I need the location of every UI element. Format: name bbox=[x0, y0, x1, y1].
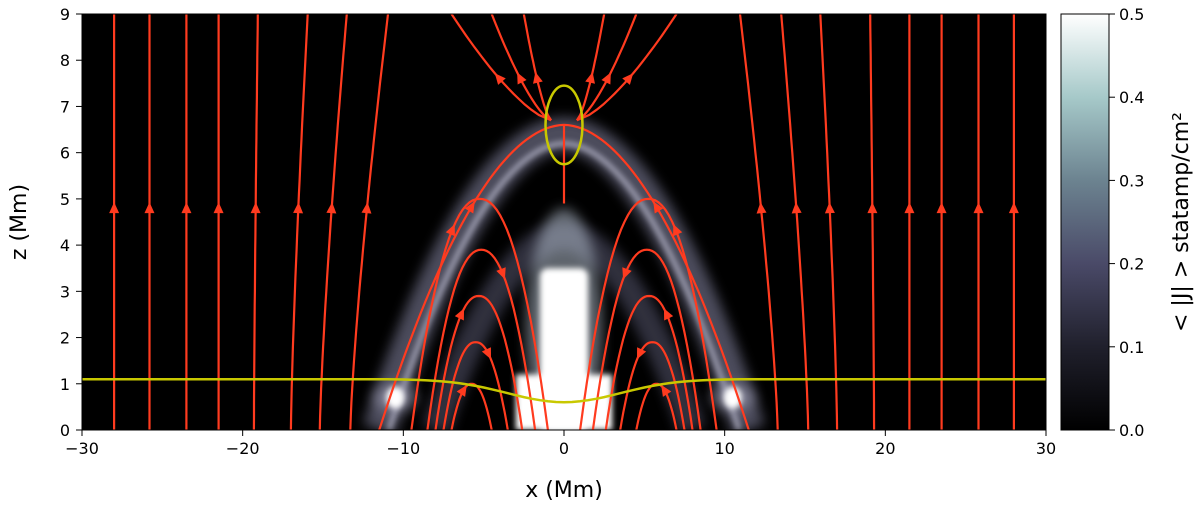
outer-field-line-10 bbox=[819, 14, 839, 430]
upper-field-line-2-r bbox=[576, 14, 678, 122]
separatrix-right-arrow bbox=[653, 201, 664, 214]
outer-field-line-1-arrow bbox=[144, 202, 155, 214]
upper-field-line-0-l-arrow bbox=[533, 71, 543, 84]
yellow-contour-line bbox=[82, 377, 1046, 404]
outer-field-line-6-arrow bbox=[326, 202, 337, 214]
outer-field-line-7-arrow bbox=[361, 202, 372, 214]
upper-field-line-0-l bbox=[522, 14, 553, 121]
axes: −30 −20 −10 0 10 20 30 0 1 2 3 4 5 6 7 8 9 bbox=[60, 5, 1056, 458]
closed-loop-3-left bbox=[434, 294, 524, 430]
outer-field-line-6 bbox=[318, 14, 348, 430]
y-tick-label: 3 bbox=[60, 282, 70, 301]
current-density-map bbox=[363, 117, 765, 430]
outer-field-line-11-arrow bbox=[867, 202, 878, 214]
closed-loop-2-right-arrow bbox=[622, 267, 632, 280]
y-tick-label: 8 bbox=[60, 51, 70, 70]
upper-field-line-1-r bbox=[576, 14, 638, 122]
colorbar-tick-label: 0.4 bbox=[1119, 88, 1144, 107]
closed-loop-4-right-arrow bbox=[636, 347, 647, 360]
closed-loop-5-left-arrow bbox=[456, 384, 467, 397]
closed-loop-4-left-arrow bbox=[481, 347, 492, 360]
closed-loop-1-left bbox=[410, 197, 549, 430]
closed-loop-4-left bbox=[442, 341, 509, 430]
colorbar-tick-label: 0.3 bbox=[1119, 171, 1144, 190]
outer-field-line-14-arrow bbox=[973, 202, 984, 214]
colorbar-ticks: 0.0 0.1 0.2 0.3 0.4 0.5 bbox=[1109, 5, 1144, 440]
closed-loop-1-right bbox=[579, 197, 718, 430]
y-tick-label: 7 bbox=[60, 97, 70, 116]
upper-field-line-2-r-arrow bbox=[622, 73, 634, 85]
outer-field-line-0-arrow bbox=[109, 202, 120, 214]
outer-field-line-5 bbox=[289, 14, 309, 430]
outer-field-line-15-arrow bbox=[1008, 202, 1019, 214]
colorbar-tick-label: 0.0 bbox=[1119, 421, 1144, 440]
outer-field-line-4-arrow bbox=[250, 202, 261, 214]
upper-field-line-2-l-arrow bbox=[494, 73, 506, 85]
outer-field-line-7 bbox=[349, 14, 390, 430]
outer-field-line-5-arrow bbox=[293, 202, 304, 214]
y-tick-label: 4 bbox=[60, 236, 70, 255]
upper-field-line-0-r bbox=[575, 14, 606, 121]
upper-field-line-1-l-arrow bbox=[517, 72, 527, 85]
outer-field-line-3-arrow bbox=[213, 202, 224, 214]
outer-field-line-9-arrow bbox=[791, 202, 802, 214]
closed-loop-3-left-arrow bbox=[454, 308, 465, 321]
overlay bbox=[82, 84, 1046, 404]
upper-field-line-2-l bbox=[450, 14, 552, 122]
y-tick-label: 0 bbox=[60, 421, 70, 440]
colorbar-tick-label: 0.5 bbox=[1119, 5, 1144, 24]
colorbar-tick-label: 0.1 bbox=[1119, 338, 1144, 357]
closed-loop-1-right-arrow bbox=[673, 224, 683, 237]
x-tick-label: 20 bbox=[875, 439, 895, 458]
y-tick-label: 9 bbox=[60, 5, 70, 24]
outer-field-line-8-arrow bbox=[756, 202, 767, 214]
outer-field-line-2-arrow bbox=[181, 202, 192, 214]
closed-loop-5-right bbox=[635, 382, 678, 430]
closed-loop-3-right-arrow bbox=[663, 308, 674, 321]
closed-loop-2-left bbox=[426, 248, 537, 430]
y-tick-label: 5 bbox=[60, 190, 70, 209]
outer-field-line-10-arrow bbox=[824, 202, 835, 214]
closed-loop-5-right-arrow bbox=[661, 384, 672, 397]
field-lines bbox=[109, 14, 1019, 430]
x-tick-label: −20 bbox=[226, 439, 260, 458]
y-axis-label: z (Mm) bbox=[7, 184, 32, 260]
outer-field-line-8 bbox=[738, 14, 779, 430]
closed-loop-1-left-arrow bbox=[445, 224, 455, 237]
y-tick-label: 1 bbox=[60, 375, 70, 394]
outer-field-line-11 bbox=[869, 14, 876, 430]
outer-field-line-4 bbox=[252, 14, 259, 430]
colorbar-label: < |J| > statamp/cm² bbox=[1169, 112, 1194, 332]
upper-field-line-1-l bbox=[490, 14, 552, 122]
outer-field-line-13-arrow bbox=[936, 202, 947, 214]
colorbar bbox=[1060, 13, 1110, 431]
x-tick-label: −30 bbox=[65, 439, 99, 458]
closed-loop-2-left-arrow bbox=[496, 267, 506, 280]
outer-field-line-12-arrow bbox=[904, 202, 915, 214]
closed-loop-5-left bbox=[450, 382, 493, 430]
null-point-marker bbox=[544, 84, 584, 166]
x-tick-label: 30 bbox=[1036, 439, 1056, 458]
x-tick-label: −10 bbox=[386, 439, 420, 458]
closed-loop-4-right bbox=[619, 341, 686, 430]
x-axis-label: x (Mm) bbox=[525, 478, 603, 503]
colorbar-tick-label: 0.2 bbox=[1119, 255, 1144, 274]
y-tick-label: 2 bbox=[60, 329, 70, 348]
outer-field-line-9 bbox=[780, 14, 810, 430]
y-tick-label: 6 bbox=[60, 144, 70, 163]
upper-field-line-0-r-arrow bbox=[585, 71, 595, 84]
closed-loop-2-right bbox=[591, 248, 702, 430]
x-tick-label: 10 bbox=[714, 439, 734, 458]
closed-loop-3-right bbox=[604, 294, 694, 430]
x-tick-label: 0 bbox=[559, 439, 569, 458]
upper-field-line-1-r-arrow bbox=[601, 72, 611, 85]
separatrix-left-arrow bbox=[464, 201, 475, 214]
